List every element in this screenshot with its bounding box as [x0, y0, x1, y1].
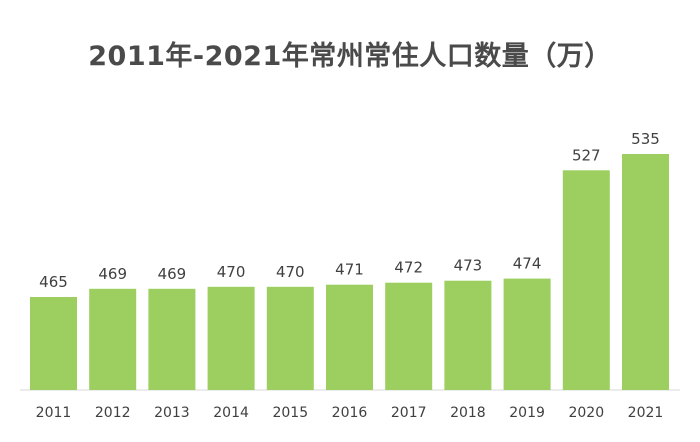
x-tick-label-2013: 2013 [154, 405, 190, 421]
x-tick-label-2015: 2015 [272, 405, 308, 421]
value-label-2015: 470 [276, 263, 305, 281]
bar-2016 [326, 284, 373, 390]
value-label-2014: 470 [217, 263, 246, 281]
value-label-2019: 474 [513, 255, 542, 273]
bar-2019 [503, 278, 551, 390]
x-tick-label-2018: 2018 [450, 405, 486, 421]
bar-2012 [89, 288, 137, 390]
value-label-2011: 465 [39, 273, 68, 291]
value-label-2012: 469 [98, 265, 127, 283]
x-tick-label-2021: 2021 [628, 405, 664, 421]
bar-2014 [207, 286, 255, 390]
value-label-2021: 535 [631, 130, 660, 148]
bar-2018 [444, 280, 492, 390]
x-tick-label-2016: 2016 [332, 405, 368, 421]
x-tick-label-2020: 2020 [568, 405, 604, 421]
bar-2015 [266, 286, 314, 390]
value-label-2016: 471 [335, 261, 364, 279]
value-label-2017: 472 [394, 259, 423, 277]
x-tick-label-2012: 2012 [95, 405, 131, 421]
value-label-2013: 469 [158, 265, 187, 283]
bar-2021 [622, 154, 669, 390]
x-tick-label-2017: 2017 [391, 405, 427, 421]
bar-2011 [30, 297, 77, 390]
x-tick-label-2014: 2014 [213, 405, 249, 421]
chart-title: 2011年-2021年常州常住人口数量（万） [88, 41, 612, 72]
value-label-2018: 473 [454, 257, 483, 275]
x-tick-label-2019: 2019 [509, 405, 545, 421]
bar-2013 [148, 288, 196, 390]
x-tick-label-2011: 2011 [36, 405, 72, 421]
bar-2020 [562, 170, 610, 390]
bar-2017 [385, 282, 433, 390]
value-label-2020: 527 [572, 146, 601, 164]
